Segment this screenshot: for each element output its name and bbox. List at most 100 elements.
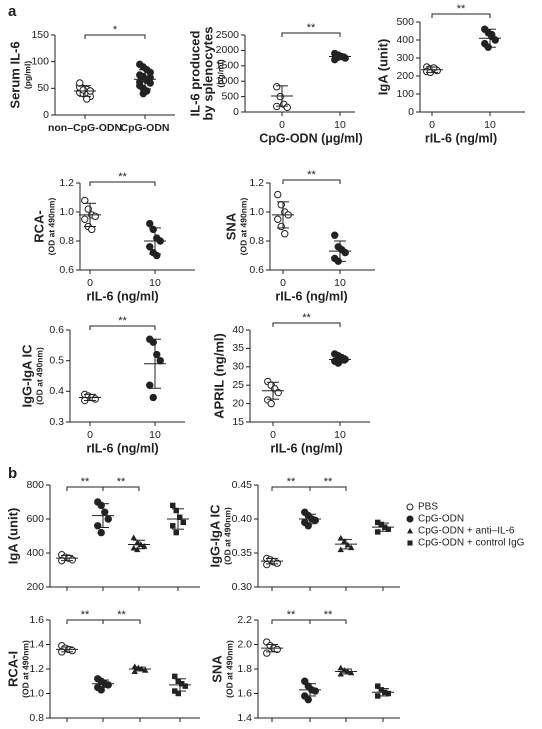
data-point — [179, 680, 185, 687]
x-tick-label: 0 — [280, 277, 286, 289]
data-point — [175, 690, 181, 697]
data-point — [173, 507, 179, 514]
y-tick-label: 500 — [221, 90, 239, 102]
y-axis-label: SNA — [209, 655, 224, 683]
legend-marker — [406, 515, 414, 523]
y-tick-label: 0.6 — [249, 264, 264, 276]
data-point — [385, 526, 391, 532]
y-tick-label: 200 — [26, 581, 44, 593]
y-tick-label: 15 — [232, 416, 244, 428]
data-point — [182, 683, 188, 689]
significance-bracket — [89, 325, 156, 330]
x-tick-label: non–CpG-ODN — [48, 122, 122, 134]
data-point — [177, 514, 183, 521]
y-axis-label: Serum IL-6 — [7, 41, 22, 108]
x-tick-label: 10 — [334, 277, 346, 289]
y-tick-label: 0.8 — [59, 235, 74, 247]
data-point — [142, 667, 149, 673]
significance-bracket — [84, 34, 146, 39]
y-tick-label: 0.5 — [49, 354, 64, 366]
y-axis-label: IL-6 produced — [187, 30, 202, 116]
y-axis-label: RCA- — [31, 210, 46, 243]
significance-bracket — [102, 619, 141, 624]
significance-bracket — [282, 179, 341, 184]
y-axis-unit: (OD at 490nm) — [34, 347, 44, 405]
legend-marker — [407, 528, 413, 534]
x-tick-label: 10 — [334, 429, 346, 441]
data-point — [263, 560, 271, 569]
y-tick-label: 1000 — [216, 75, 240, 87]
data-point — [273, 83, 281, 91]
data-point — [156, 356, 164, 365]
y-tick-label: 2500 — [216, 29, 240, 41]
significance-label: ** — [117, 476, 126, 488]
x-axis-label: rIL-6 (ng/ml) — [270, 441, 342, 455]
y-tick-label: 0.4 — [49, 385, 64, 397]
significance-label: ** — [118, 171, 127, 183]
data-point — [91, 212, 99, 221]
y-axis-label: RCA-I — [5, 651, 20, 687]
y-tick-label: 50 — [37, 82, 49, 94]
data-point — [141, 543, 148, 549]
y-tick-label: 1500 — [216, 60, 240, 72]
significance-label: * — [113, 24, 118, 36]
significance-label: ** — [118, 315, 127, 327]
data-point — [385, 690, 391, 697]
x-tick-label: 0 — [270, 429, 276, 441]
data-point — [146, 381, 154, 389]
panel-label: a — [8, 3, 17, 20]
data-point — [304, 695, 312, 704]
data-point — [267, 399, 275, 408]
data-point — [331, 231, 339, 239]
x-axis-label: rIL-6 (ng/ml) — [425, 131, 497, 145]
data-point — [136, 78, 144, 86]
x-tick-label: 0 — [429, 119, 435, 131]
data-point — [170, 523, 176, 529]
y-tick-label: 0.8 — [29, 712, 44, 724]
y-tick-label: 2000 — [216, 44, 240, 56]
significance-bracket — [89, 181, 156, 186]
data-point — [81, 196, 89, 205]
significance-label: ** — [457, 3, 466, 15]
y-axis-unit: (pg/ml) — [215, 59, 225, 87]
data-point — [76, 79, 84, 87]
y-tick-label: 35 — [232, 342, 244, 354]
y-tick-label: 40 — [232, 324, 244, 336]
data-point — [173, 529, 179, 536]
data-point — [68, 556, 76, 564]
y-tick-label: 200 — [396, 70, 414, 82]
data-point — [104, 515, 112, 523]
data-point — [146, 219, 154, 228]
data-point — [378, 521, 384, 528]
data-point — [341, 54, 349, 62]
data-point — [97, 528, 105, 537]
y-tick-label: 600 — [26, 513, 44, 525]
data-point — [83, 95, 91, 103]
y-tick-label: 0.8 — [249, 235, 264, 247]
x-tick-label: 0 — [87, 277, 93, 289]
y-tick-label: 1.0 — [29, 687, 44, 699]
significance-bracket — [431, 13, 491, 18]
y-tick-label: 500 — [396, 16, 414, 28]
x-tick-label: 10 — [149, 429, 161, 441]
y-axis-unit: (OD at 490nm) — [46, 198, 56, 256]
x-tick-label: CpG-ODN — [121, 122, 170, 134]
x-axis-label: CpG-ODN (μg/ml) — [259, 131, 362, 145]
significance-label: ** — [287, 609, 296, 621]
y-axis-unit: (OD at 490nm) — [20, 640, 30, 698]
significance-label: ** — [81, 476, 90, 488]
y-tick-label: 400 — [396, 34, 414, 46]
data-point — [180, 519, 186, 526]
data-point — [131, 663, 138, 670]
y-axis-label: APRIL (ng/ml) — [211, 333, 226, 419]
data-point — [175, 678, 181, 684]
y-tick-label: 0.6 — [49, 324, 64, 336]
data-point — [311, 687, 319, 695]
significance-label: ** — [324, 609, 333, 621]
y-tick-label: 100 — [31, 55, 49, 67]
y-tick-label: 1.0 — [59, 206, 74, 218]
data-point — [68, 646, 76, 655]
legend-marker — [406, 503, 414, 511]
y-tick-label: 1.8 — [237, 663, 252, 675]
